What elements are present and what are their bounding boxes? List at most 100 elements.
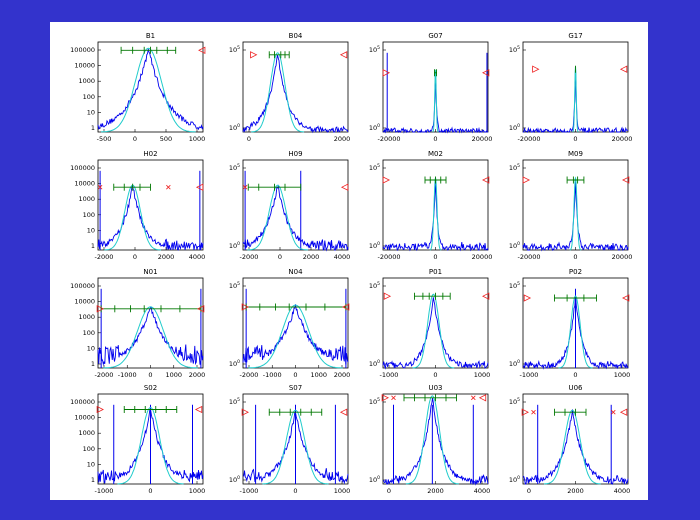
y-tick-label: 105 [509, 397, 520, 406]
x-tick-label: 2000 [303, 253, 320, 261]
x-tick-label: 4000 [334, 253, 351, 261]
limit-x-marker [242, 184, 248, 190]
y-tick-label: 105 [229, 281, 240, 290]
y-tick-label: 1 [91, 242, 95, 250]
y-tick-label: 10 [87, 108, 95, 116]
y-tick-label: 105 [369, 397, 380, 406]
histogram-series [382, 73, 489, 134]
axes-frame [242, 277, 349, 369]
histogram-series [382, 177, 489, 252]
fit-curve [101, 47, 196, 133]
y-tick-label: 105 [229, 45, 240, 54]
y-tick-label: 100 [369, 123, 380, 132]
y-tick-label: 105 [369, 281, 380, 290]
subplot-u03: U03 105 100 0 2000 4000 [369, 384, 490, 495]
x-tick-label: 2000 [189, 371, 206, 379]
axes-frame [382, 277, 489, 369]
limit-triangle-marker [382, 69, 391, 77]
subplot-title: H02 [143, 150, 157, 158]
y-tick-label: 100000 [70, 164, 95, 172]
x-tick-label: 20000 [612, 253, 633, 261]
y-tick-label: 105 [369, 45, 380, 54]
x-tick-label: 1000 [614, 371, 631, 379]
y-tick-label: 105 [229, 163, 240, 172]
subplot-title: N04 [288, 268, 303, 276]
limit-triangle-marker [339, 408, 348, 416]
subplot-title: P02 [569, 268, 582, 276]
y-tick-label: 100000 [70, 398, 95, 406]
y-tick-label: 10000 [74, 62, 95, 70]
limit-triangle-marker [482, 292, 490, 300]
y-tick-label: 100000 [70, 282, 95, 290]
limit-triangle-marker [96, 405, 104, 414]
limit-triangle-marker [383, 292, 392, 300]
x-tick-label: 4000 [614, 487, 631, 495]
subplot-p01: P01 105 100-1000 0 1000 [369, 268, 490, 379]
subplot-n01: N01 100000 10000 1000 100 10 1-2000 -1000 0 1000 2… [70, 268, 205, 379]
fit-curve [117, 406, 184, 485]
limit-triangle-marker [478, 394, 487, 402]
fit-curve [251, 52, 305, 133]
x-tick-label: 2000 [427, 487, 444, 495]
subplot-title: U03 [428, 384, 442, 392]
x-tick-label: 1000 [165, 371, 182, 379]
x-tick-label: -500 [97, 135, 112, 143]
y-tick-label: 100 [229, 123, 240, 132]
y-tick-label: 100 [509, 241, 520, 250]
x-tick-label: -20000 [517, 253, 540, 261]
limit-triangle-marker [241, 408, 249, 416]
y-tick-label: 105 [509, 45, 520, 54]
x-tick-label: 0 [573, 135, 577, 143]
subplot-h09: H09 105 100-2000 0 2000 4000 [229, 150, 350, 261]
subplot-title: N01 [143, 268, 157, 276]
subplot-h02: H02 100000 10000 1000 100 10 1-2000 0 2000 4000 [70, 150, 205, 261]
limit-triangle-marker [619, 408, 628, 416]
histogram-series [97, 184, 204, 251]
x-tick-label: 0 [573, 253, 577, 261]
subplot-b1: B1 100000 10000 1000 100 10 1-500 0 500 1000 [70, 32, 206, 143]
x-tick-label: 0 [293, 487, 297, 495]
subplot-s02: S02 100000 10000 1000 100 10 1-1000 0 1000 [70, 384, 205, 495]
y-tick-label: 1000 [78, 195, 95, 203]
limit-triangle-marker [622, 176, 630, 184]
subplot-title: M09 [568, 150, 583, 158]
axes-frame [97, 159, 204, 251]
fit-curve [569, 176, 582, 251]
x-tick-label: -1000 [380, 371, 399, 379]
limit-triangle-marker [198, 46, 206, 54]
y-tick-label: 100 [83, 445, 95, 453]
subplot-title: S07 [289, 384, 302, 392]
x-tick-label: 4000 [189, 253, 206, 261]
y-tick-label: 1 [91, 360, 95, 368]
fit-curve [412, 293, 455, 369]
fit-curve [103, 306, 198, 369]
y-tick-label: 105 [509, 163, 520, 172]
x-tick-label: 1000 [310, 371, 327, 379]
y-tick-label: 100 [83, 93, 95, 101]
y-tick-label: 100 [83, 211, 95, 219]
x-tick-label: 20000 [612, 135, 633, 143]
subplot-title: B04 [289, 32, 303, 40]
y-tick-label: 10 [87, 344, 95, 352]
limit-triangle-marker [195, 183, 204, 191]
histogram-series [383, 397, 489, 486]
fit-curve [405, 395, 459, 485]
subplot-title: G17 [568, 32, 582, 40]
x-tick-label: 20000 [472, 135, 493, 143]
x-tick-label: 1000 [189, 135, 206, 143]
subplot-b04: B04 105 100 0 2000 [229, 32, 350, 143]
y-tick-label: 105 [229, 397, 240, 406]
y-tick-label: 100 [369, 475, 380, 484]
limit-x-marker [531, 409, 536, 415]
limit-triangle-marker [532, 65, 540, 73]
limit-triangle-marker [381, 394, 389, 402]
subplot-title: M02 [428, 150, 443, 158]
fit-curve [247, 184, 308, 251]
histogram-series [97, 48, 204, 131]
fit-curve [248, 304, 343, 369]
fit-curve [432, 69, 439, 133]
axes-frame [97, 41, 204, 133]
y-tick-label: 100 [229, 475, 240, 484]
subplot-title: U06 [568, 384, 583, 392]
subplot-title: G07 [428, 32, 442, 40]
